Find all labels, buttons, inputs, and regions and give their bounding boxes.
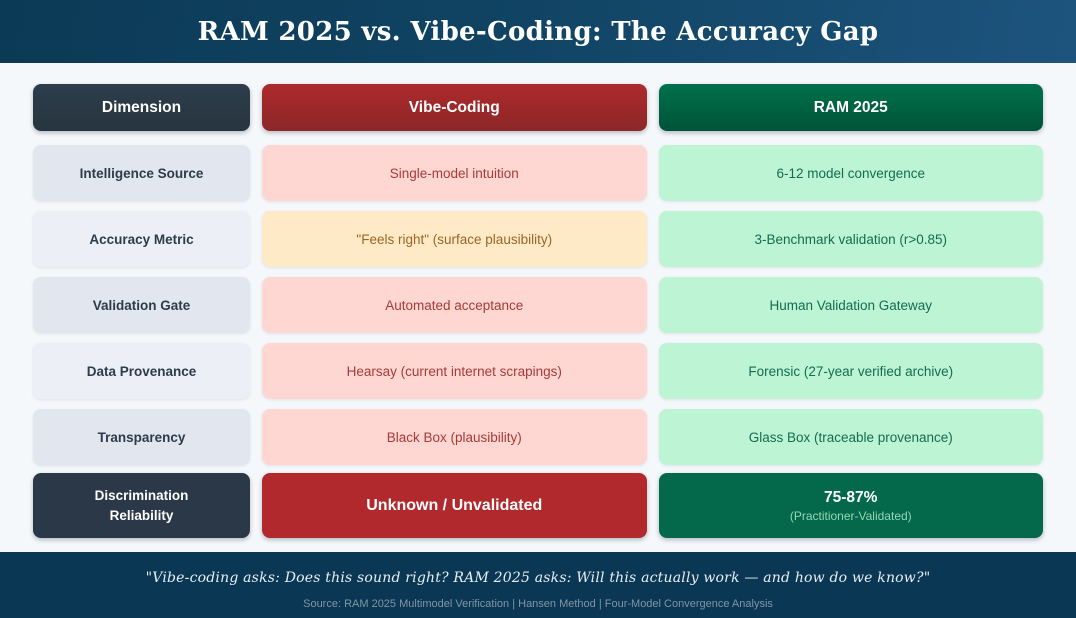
column-header-dimension: Dimension [33, 84, 250, 131]
table-row: Data Provenance Hearsay (current interne… [33, 343, 1043, 399]
table-rows: Intelligence Source Single-model intuiti… [33, 145, 1043, 465]
vibe-coding-cell: Single-model intuition [262, 145, 647, 201]
verdict-ram-note: (Practitioner-Validated) [789, 509, 912, 523]
dimension-cell: Data Provenance [33, 343, 250, 399]
ram-2025-cell: 6-12 model convergence [658, 145, 1043, 201]
dimension-cell: Transparency [33, 409, 250, 465]
verdict-row: Discrimination Reliability Unknown / Unv… [33, 473, 1043, 538]
vibe-coding-cell: Automated acceptance [262, 277, 647, 333]
verdict-dimension-cell: Discrimination Reliability [33, 473, 250, 538]
vibe-coding-cell: "Feels right" (surface plausibility) [262, 211, 647, 267]
ram-2025-cell: 3-Benchmark validation (r>0.85) [658, 211, 1043, 267]
verdict-ram-2025-cell: 75-87% (Practitioner-Validated) [658, 473, 1043, 538]
dimension-cell: Validation Gate [33, 277, 250, 333]
vibe-coding-cell: Black Box (plausibility) [262, 409, 647, 465]
table-row: Validation Gate Automated acceptance Hum… [33, 277, 1043, 333]
column-header-row: Dimension Vibe-Coding RAM 2025 [33, 84, 1043, 131]
table-row: Intelligence Source Single-model intuiti… [33, 145, 1043, 201]
verdict-vibe-coding-cell: Unknown / Unvalidated [262, 473, 647, 538]
verdict-ram-value: 75-87% [824, 489, 878, 506]
ram-2025-cell: Glass Box (traceable provenance) [658, 409, 1043, 465]
column-header-ram-2025: RAM 2025 [658, 84, 1043, 131]
comparison-table: Dimension Vibe-Coding RAM 2025 Intellige… [0, 63, 1076, 538]
title-bar: RAM 2025 vs. Vibe-Coding: The Accuracy G… [0, 0, 1076, 63]
footer-source: Source: RAM 2025 Multimodel Verification… [303, 598, 773, 610]
ram-2025-cell: Human Validation Gateway [658, 277, 1043, 333]
dimension-cell: Accuracy Metric [33, 211, 250, 267]
footer-quote: "Vibe-coding asks: Does this sound right… [145, 570, 931, 586]
table-row: Transparency Black Box (plausibility) Gl… [33, 409, 1043, 465]
table-row: Accuracy Metric "Feels right" (surface p… [33, 211, 1043, 267]
page-title: RAM 2025 vs. Vibe-Coding: The Accuracy G… [197, 16, 879, 47]
dimension-cell: Intelligence Source [33, 145, 250, 201]
column-header-vibe-coding: Vibe-Coding [262, 84, 647, 131]
vibe-coding-cell: Hearsay (current internet scrapings) [262, 343, 647, 399]
ram-2025-cell: Forensic (27-year verified archive) [658, 343, 1043, 399]
footer: "Vibe-coding asks: Does this sound right… [0, 552, 1076, 618]
